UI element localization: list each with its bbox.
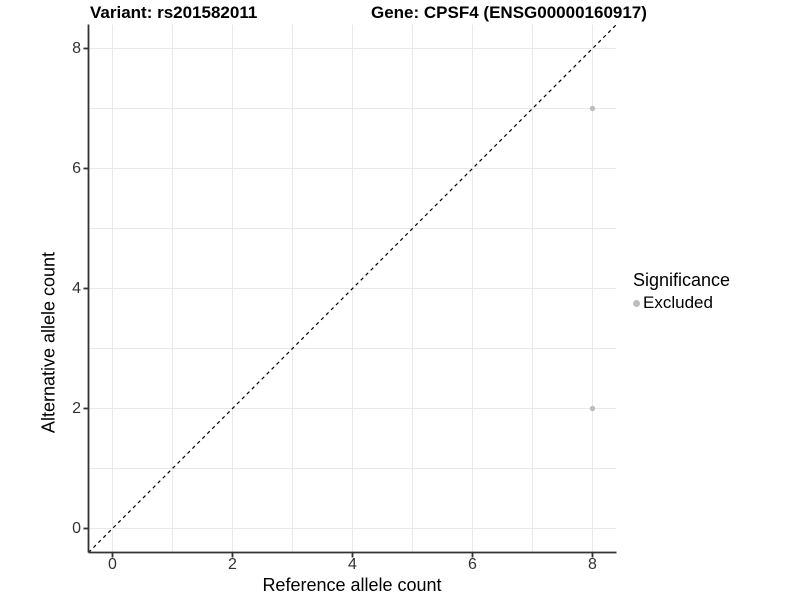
gene-title: Gene: CPSF4 (ENSG00000160917) [371, 3, 647, 22]
x-tick-label: 0 [108, 556, 117, 573]
y-tick-label: 4 [72, 279, 81, 297]
y-axis-title: Alternative allele count [38, 251, 59, 434]
x-tick-label: 4 [348, 556, 357, 573]
y-tick-label: 0 [72, 519, 81, 537]
excluded-point-icon [633, 299, 640, 307]
legend-title: Significance [633, 270, 731, 290]
legend: Significance Excluded [631, 270, 730, 313]
x-tick-label: 2 [228, 556, 237, 573]
x-axis-title: Reference allele count [262, 575, 442, 595]
legend-item-label: Excluded [643, 293, 713, 312]
y-tick-label: 2 [72, 399, 81, 417]
variant-title: Variant: rs201582011 [90, 3, 258, 22]
x-tick-label: 8 [588, 556, 597, 573]
y-tick-label: 8 [72, 39, 81, 57]
x-tick-label: 6 [468, 556, 477, 573]
legend-item-excluded: Excluded [631, 293, 730, 313]
y-tick-label: 6 [72, 159, 81, 177]
